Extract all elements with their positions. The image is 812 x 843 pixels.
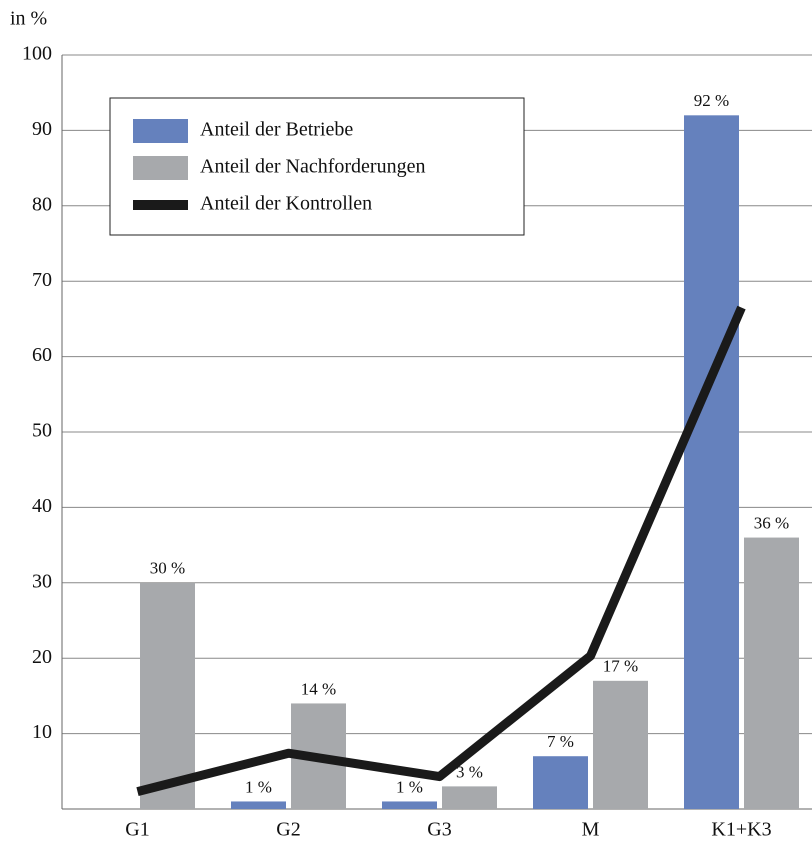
- data-label: 1 %: [396, 777, 423, 796]
- data-label: 7 %: [547, 732, 574, 751]
- y-tick-label: 60: [32, 344, 52, 366]
- data-label: 1 %: [245, 777, 272, 796]
- bar: [533, 756, 588, 809]
- data-label: 14 %: [301, 679, 336, 698]
- y-tick-label: 50: [32, 420, 52, 442]
- y-tick-label: 30: [32, 570, 52, 592]
- x-tick-label: M: [582, 819, 600, 841]
- y-tick-label: 100: [22, 43, 52, 65]
- legend-label: Anteil der Nachforderungen: [200, 156, 425, 178]
- legend-label: Anteil der Betriebe: [200, 119, 353, 141]
- x-tick-label: K1+K3: [711, 819, 771, 841]
- data-label: 92 %: [694, 91, 729, 110]
- x-tick-label: G2: [276, 819, 300, 841]
- bar: [140, 582, 195, 809]
- y-tick-label: 70: [32, 269, 52, 291]
- data-label: 36 %: [754, 513, 789, 532]
- y-tick-label: 20: [32, 646, 52, 668]
- data-label: 17 %: [603, 657, 638, 676]
- y-tick-label: 80: [32, 193, 52, 215]
- bar: [593, 680, 648, 809]
- x-tick-label: G1: [125, 819, 149, 841]
- bar: [382, 801, 437, 809]
- line: [136, 305, 746, 797]
- y-tick-label: 90: [32, 118, 52, 140]
- data-label: 3 %: [456, 762, 483, 781]
- y-tick-label: 10: [32, 721, 52, 743]
- legend: Anteil der Betriebe Anteil der Nachforder…: [109, 97, 525, 236]
- y-axis-label: in %: [10, 8, 47, 30]
- legend-swatch: [133, 200, 188, 210]
- data-label: 30 %: [150, 559, 185, 578]
- x-tick-label: G3: [427, 819, 451, 841]
- bar: [231, 801, 286, 809]
- bar: [744, 537, 799, 809]
- y-tick-label: 40: [32, 495, 52, 517]
- legend-label: Anteil der Kontrollen: [200, 193, 372, 215]
- legend-swatch: [133, 119, 188, 143]
- legend-swatch: [133, 156, 188, 180]
- bar: [442, 786, 497, 809]
- bar: [684, 115, 739, 809]
